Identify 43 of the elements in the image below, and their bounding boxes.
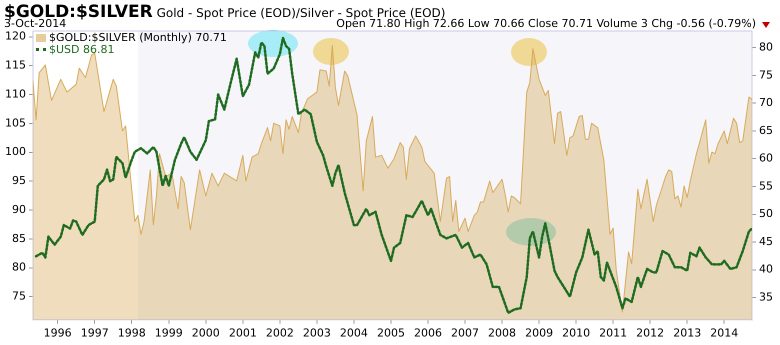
y-tick-label: 95: [12, 174, 26, 188]
x-tick-label: 2002: [266, 326, 294, 340]
x-tick-label: 2008: [488, 326, 516, 340]
y-tick-label: 110: [4, 87, 26, 100]
y2-tick-label: 55: [759, 179, 774, 192]
x-tick-label: 2009: [525, 326, 554, 340]
y-tick-label: 75: [12, 290, 26, 303]
x-tick-label: 2014: [710, 326, 738, 340]
x-tick-label: 2000: [192, 326, 220, 340]
y-tick-label: 80: [12, 260, 26, 274]
y2-tick-label: 40: [759, 262, 774, 276]
x-tick-label: 1997: [80, 326, 109, 340]
y2-tick-label: 45: [759, 234, 774, 248]
y-tick-label: 100: [4, 145, 26, 158]
x-tick-label: 1999: [154, 326, 183, 340]
y-tick-label: 115: [4, 58, 26, 72]
x-tick-label: 2005: [376, 326, 405, 340]
y2-tick-label: 80: [759, 40, 774, 54]
x-tick-label: 2004: [340, 326, 368, 340]
y-tick-label: 90: [12, 202, 26, 216]
x-tick-label: 2011: [599, 326, 628, 340]
x-tick-label: 2013: [673, 326, 702, 340]
legend-label: $USD 86.81: [48, 43, 114, 56]
y-tick-label: 85: [12, 232, 26, 245]
x-tick-label: 2012: [636, 326, 664, 340]
y-tick-label: 120: [4, 30, 26, 43]
x-tick-label: 2007: [451, 326, 480, 340]
x-tick-label: 1998: [118, 326, 146, 340]
x-tick-label: 2001: [228, 326, 257, 340]
y2-tick-label: 70: [759, 96, 774, 110]
x-tick-label: 1996: [44, 326, 72, 340]
chart-subtitle: Gold - Spot Price (EOD)/Silver - Spot Price (EOD): [156, 6, 446, 20]
text: 3-Oct-2014: [4, 17, 66, 30]
x-tick-label: 2006: [414, 326, 442, 340]
y2-tick-label: 35: [759, 290, 774, 304]
y2-tick-label: 75: [759, 68, 774, 82]
x-tick-label: 2010: [562, 326, 590, 340]
y2-tick-label: 65: [759, 124, 774, 137]
text: Open 71.80 High 72.66 Low 70.66 Close 70.71 Volume 3 Chg -0.56 (-0.79%): [336, 17, 756, 30]
y-tick-label: 105: [4, 116, 26, 130]
y2-tick-label: 50: [759, 207, 774, 220]
y2-tick-label: 60: [759, 152, 774, 165]
x-tick-label: 2003: [302, 326, 331, 340]
